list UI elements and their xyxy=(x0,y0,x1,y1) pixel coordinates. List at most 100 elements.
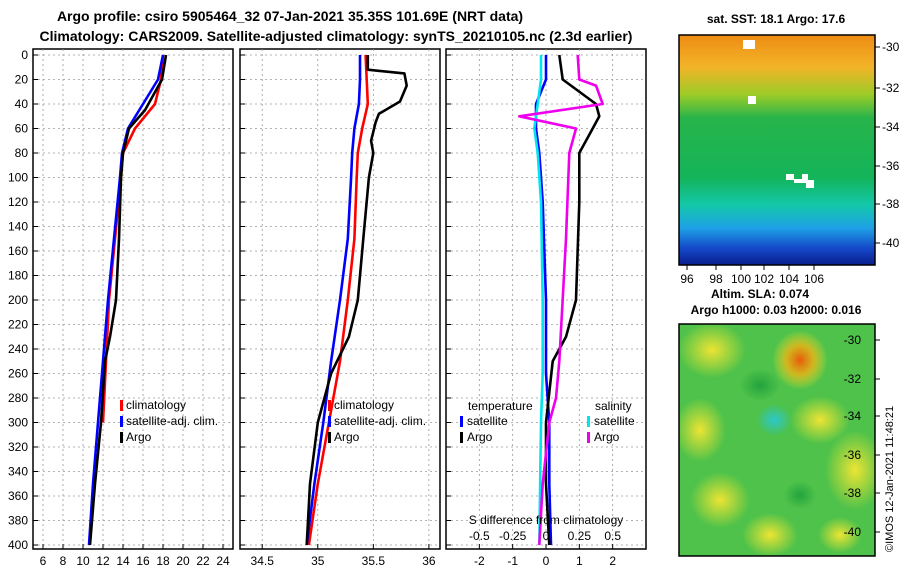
sst-y-tick-label: -40 xyxy=(882,236,900,250)
credit-stamp: ©IMOS 12-Jan-2021 11:48:21 xyxy=(884,406,896,552)
depth-tick-label: 320 xyxy=(8,440,28,454)
x-tick-label: 12 xyxy=(96,554,110,568)
sst-map-gap xyxy=(748,96,756,104)
s-diff-tick-label: 0 xyxy=(543,529,550,543)
series-line-salinity-argo xyxy=(518,54,604,546)
x-tick-label: -1 xyxy=(507,554,518,568)
depth-tick-label: 240 xyxy=(8,342,28,356)
x-tick-label: 10 xyxy=(76,554,90,568)
sla-blob xyxy=(756,404,792,436)
s-diff-tick-label: -0.25 xyxy=(499,529,527,543)
x-tick-label: 24 xyxy=(216,554,230,568)
sla-blob xyxy=(679,324,746,378)
sst-x-tick-label: 102 xyxy=(754,272,774,286)
sla-blob xyxy=(690,472,750,528)
temperature-legend: climatology satellite-adj. clim. Argo xyxy=(120,398,218,444)
sla-blob xyxy=(742,513,798,556)
temperature-panel-frame xyxy=(32,48,234,550)
x-tick-label: 20 xyxy=(176,554,190,568)
sst-x-tick-label: 96 xyxy=(680,272,694,286)
depth-tick-label: 140 xyxy=(8,220,28,234)
x-tick-label: 35.5 xyxy=(362,554,386,568)
depth-tick-label: 100 xyxy=(8,171,28,185)
depth-tick-label: 120 xyxy=(8,195,28,209)
s-diff-tick-label: 0.25 xyxy=(568,529,592,543)
legend-satellite-swatch xyxy=(120,416,123,427)
legend-argo-label: Argo xyxy=(334,430,360,444)
sst-argo-marker xyxy=(786,174,814,188)
legend-temp-satellite-label: satellite xyxy=(467,414,508,428)
difference-legend: temperature satellite Argo salinity sate… xyxy=(460,399,635,527)
sst-y-tick-label: -32 xyxy=(882,81,900,95)
depth-tick-label: 380 xyxy=(8,514,28,528)
depth-tick-label: 260 xyxy=(8,367,28,381)
sla-map-title1: Altim. SLA: 0.074 xyxy=(711,287,809,301)
generated-chart-layer: 0204060801001201401601802002202402602803… xyxy=(8,48,646,568)
sla-y-tick-label: -38 xyxy=(844,486,862,500)
sst-y-tick-label: -34 xyxy=(882,120,900,134)
series-line-satellite-adj-clim- xyxy=(87,54,165,546)
legend-sal-satellite-swatch xyxy=(587,416,590,427)
x-tick-label: 2 xyxy=(609,554,616,568)
sst-y-tick-label: -38 xyxy=(882,197,900,211)
sst-map: -30 -32 -34 -36 -38 -40 96 98 100 102 104 106 xyxy=(678,34,900,286)
sla-blob xyxy=(772,330,828,390)
salinity-legend: climatology satellite-adj. clim. Argo xyxy=(328,398,426,444)
sst-map-field xyxy=(678,34,876,266)
sla-y-tick-label: -32 xyxy=(844,372,862,386)
depth-tick-label: 60 xyxy=(15,122,29,136)
depth-tick-label: 180 xyxy=(8,269,28,283)
legend-satellite-label: satellite-adj. clim. xyxy=(126,414,218,428)
sla-y-tick-label: -30 xyxy=(844,333,862,347)
x-tick-label: 35 xyxy=(311,554,325,568)
series-line-argo xyxy=(305,55,408,546)
legend-argo-swatch xyxy=(328,432,331,443)
sst-map-title: sat. SST: 18.1 Argo: 17.6 xyxy=(707,12,846,26)
salinity-panel-frame xyxy=(239,48,441,550)
depth-tick-label: 280 xyxy=(8,391,28,405)
sst-x-tick-label: 104 xyxy=(779,272,799,286)
s-diff-tick-label: -0.5 xyxy=(469,529,490,543)
depth-tick-label: 300 xyxy=(8,416,28,430)
sst-y-tick-label: -30 xyxy=(882,40,900,54)
sla-map-frame xyxy=(678,323,876,557)
depth-tick-label: 40 xyxy=(15,97,29,111)
x-tick-label: 14 xyxy=(116,554,130,568)
sla-blob xyxy=(679,398,726,462)
x-tick-label: 36 xyxy=(422,554,436,568)
depth-tick-label: 340 xyxy=(8,465,28,479)
depth-tick-label: 80 xyxy=(15,146,29,160)
sst-map-gap xyxy=(743,40,755,49)
legend-argo-label: Argo xyxy=(126,430,152,444)
depth-tick-label: 200 xyxy=(8,293,28,307)
sla-y-tick-label: -36 xyxy=(844,448,862,462)
x-tick-label: 18 xyxy=(156,554,170,568)
depth-tick-label: 0 xyxy=(21,48,28,62)
series-line-argo xyxy=(88,54,168,546)
sla-y-tick-label: -40 xyxy=(844,525,862,539)
figure-title-line2: Climatology: CARS2009. Satellite-adjuste… xyxy=(40,28,633,44)
sla-blob xyxy=(784,481,816,509)
depth-tick-label: 360 xyxy=(8,489,28,503)
depth-tick-label: 160 xyxy=(8,244,28,258)
legend-climatology-swatch xyxy=(328,400,331,411)
sla-map-title2: Argo h1000: 0.03 h2000: 0.016 xyxy=(691,303,862,317)
x-tick-label: 0 xyxy=(543,554,550,568)
legend-sal-argo-label: Argo xyxy=(594,430,620,444)
depth-tick-label: 220 xyxy=(8,318,28,332)
legend-sal-satellite-label: satellite xyxy=(594,414,635,428)
sst-x-tick-label: 106 xyxy=(804,272,824,286)
x-tick-label: -2 xyxy=(474,554,485,568)
x-tick-label: 6 xyxy=(40,554,47,568)
sla-blob xyxy=(818,517,862,553)
legend-temp-argo-swatch xyxy=(460,432,463,443)
figure-title-line1: Argo profile: csiro 5905464_32 07-Jan-20… xyxy=(57,8,523,24)
legend-salinity-heading: salinity xyxy=(595,399,632,413)
legend-argo-swatch xyxy=(120,432,123,443)
sla-map: -30 -32 -34 -36 -38 -40 xyxy=(678,323,880,557)
depth-tick-label: 20 xyxy=(15,73,29,87)
s-diff-tick-label: 0.5 xyxy=(604,529,621,543)
legend-satellite-label: satellite-adj. clim. xyxy=(334,414,426,428)
x-tick-label: 16 xyxy=(136,554,150,568)
